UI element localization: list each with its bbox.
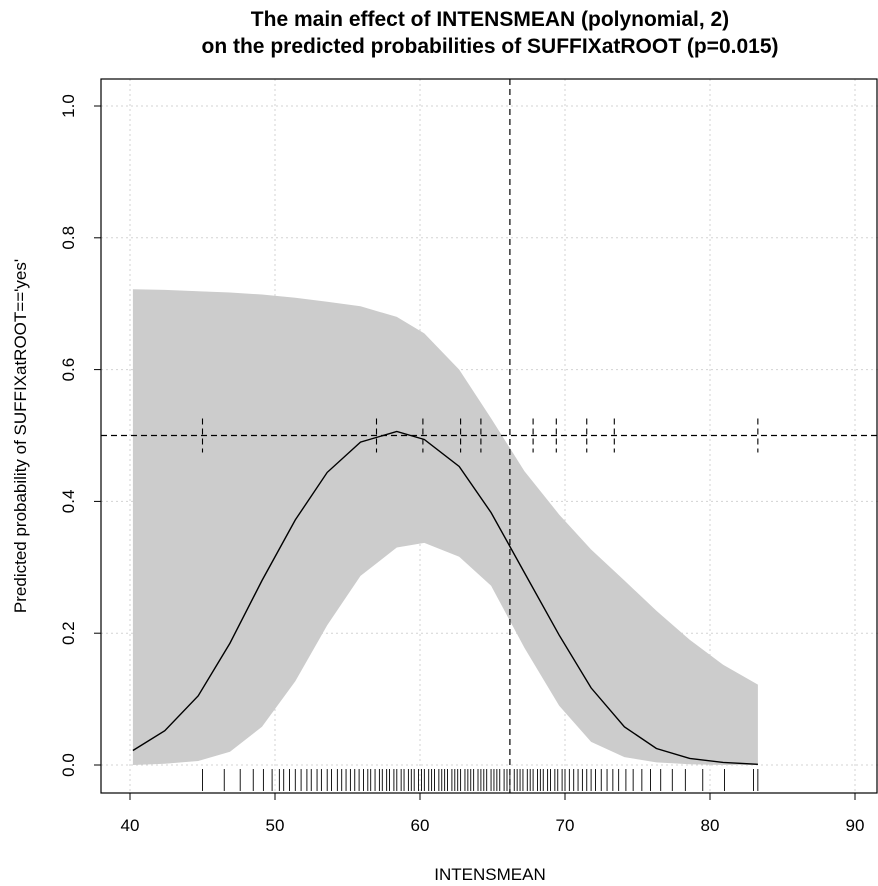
threshold-marks bbox=[201, 418, 759, 453]
y-axis-label: Predicted probability of SUFFIXatROOT=='… bbox=[11, 259, 30, 613]
x-tick-label: 50 bbox=[266, 816, 285, 835]
x-axis: 40 50 60 70 80 90 bbox=[121, 793, 865, 835]
x-tick-label: 80 bbox=[701, 816, 720, 835]
y-tick-label: 0.4 bbox=[59, 490, 78, 514]
fit-line bbox=[132, 430, 758, 765]
x-axis-label: INTENSMEAN bbox=[434, 865, 545, 884]
rug-marks bbox=[202, 769, 759, 791]
reference-lines bbox=[101, 79, 878, 793]
y-tick-label: 1.0 bbox=[59, 94, 78, 118]
x-tick-label: 70 bbox=[556, 816, 575, 835]
plot-frame bbox=[100, 78, 878, 794]
y-tick-label: 0.2 bbox=[59, 621, 78, 645]
x-tick-label: 40 bbox=[121, 816, 140, 835]
chart-title-line-1: The main effect of INTENSMEAN (polynomia… bbox=[251, 8, 729, 31]
chart-title-line-2: on the predicted probabilities of SUFFIX… bbox=[202, 35, 779, 58]
confidence-band bbox=[132, 289, 758, 765]
x-tick-label: 90 bbox=[846, 816, 865, 835]
x-tick-label: 60 bbox=[411, 816, 430, 835]
y-axis: 0.0 0.2 0.4 0.6 0.8 1.0 bbox=[59, 94, 101, 777]
y-tick-label: 0.0 bbox=[59, 753, 78, 777]
y-tick-label: 0.6 bbox=[59, 358, 78, 382]
y-tick-label: 0.8 bbox=[59, 226, 78, 250]
